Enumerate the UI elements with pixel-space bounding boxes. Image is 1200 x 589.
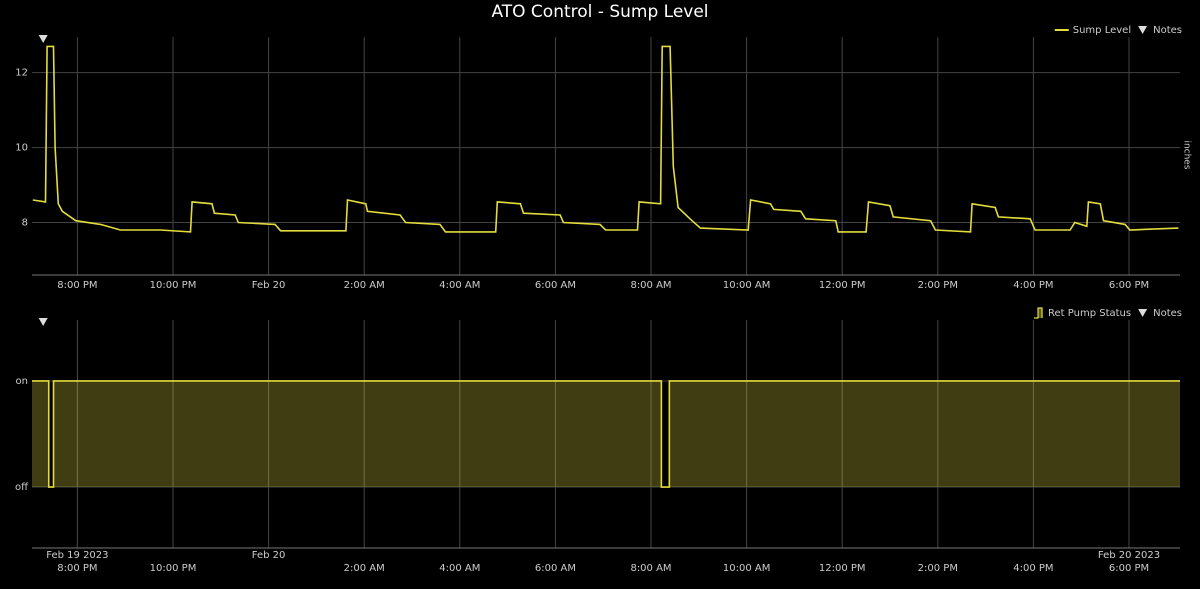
x-tick-label: Feb 20 [252,550,286,561]
legend-swatch [1034,307,1043,319]
x-tick-label: 8:00 PM [57,280,97,291]
legend-notes-icon [1138,26,1148,34]
x-tick-label: 10:00 AM [723,563,770,574]
x-tick-label: 8:00 PM [57,563,97,574]
x-tick-label: 8:00 AM [630,280,671,291]
x-tick-label: 6:00 AM [535,563,576,574]
y-tick-label: 10 [15,143,28,154]
legend-label: Ret Pump Status [1048,308,1131,319]
x-tick-label: 4:00 PM [1013,563,1053,574]
x-tick-label: 2:00 PM [918,563,958,574]
x-tick-label: Feb 20 2023 [1098,550,1160,561]
data-area [32,380,1180,488]
note-marker [38,318,48,326]
x-tick-label: 8:00 AM [630,563,671,574]
x-tick-label: 4:00 AM [439,563,480,574]
data-line [32,380,1180,488]
x-tick-label: 2:00 AM [344,563,385,574]
y-axis-label: inches [1182,140,1192,169]
x-tick-label: 12:00 PM [819,280,866,291]
y-tick-label: 12 [15,68,28,79]
x-tick-label: Feb 19 2023 [46,550,108,561]
x-tick-label: 6:00 PM [1109,563,1149,574]
legend-label: Notes [1153,25,1182,36]
x-tick-label: 12:00 PM [819,563,866,574]
legend-label: Notes [1153,308,1182,319]
y-tick-label: on [16,376,28,387]
x-tick-label: 4:00 AM [439,280,480,291]
x-tick-label: 4:00 PM [1013,280,1053,291]
y-tick-label: off [15,482,29,493]
x-tick-label: 6:00 AM [535,280,576,291]
note-marker [38,35,48,43]
x-tick-label: 10:00 PM [150,280,197,291]
x-tick-label: 6:00 PM [1109,280,1149,291]
chart-title: ATO Control - Sump Level [491,2,708,22]
data-line [32,45,1179,233]
x-tick-label: 10:00 PM [150,563,197,574]
x-tick-label: Feb 20 [252,280,286,291]
x-tick-label: 10:00 AM [723,280,770,291]
y-tick-label: 8 [22,218,28,229]
x-tick-label: 2:00 PM [918,280,958,291]
x-tick-label: 2:00 AM [344,280,385,291]
legend-label: Sump Level [1073,25,1131,36]
legend-notes-icon [1138,309,1148,317]
